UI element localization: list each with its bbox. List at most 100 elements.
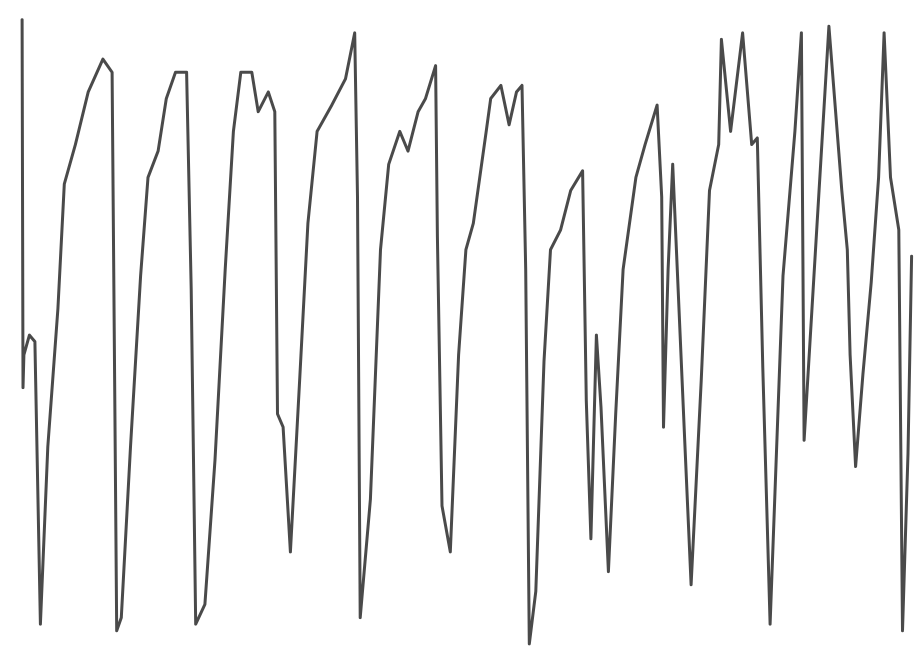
data-point (854, 465, 857, 468)
data-point (282, 426, 284, 428)
data-point (762, 367, 764, 369)
data-point (600, 406, 602, 409)
data-point (656, 104, 658, 106)
data-point (129, 446, 132, 448)
data-point (614, 413, 617, 415)
data-point (750, 143, 753, 146)
data-point (521, 84, 523, 87)
data-point (111, 71, 113, 74)
data-point (508, 124, 510, 126)
data-point (500, 84, 502, 87)
data-point (28, 334, 31, 336)
data-point (883, 32, 885, 34)
data-point (756, 137, 759, 139)
series-layer (20, 18, 914, 646)
data-point (585, 400, 588, 402)
data-point (828, 25, 830, 28)
data-point (407, 150, 409, 152)
data-point (708, 189, 711, 192)
data-point (862, 373, 864, 376)
data-point (232, 130, 235, 133)
data-point (190, 288, 192, 290)
data-point (717, 143, 720, 146)
data-point (224, 268, 226, 271)
data-point (569, 189, 572, 192)
data-point (667, 268, 669, 271)
data-point (267, 91, 270, 93)
data-point (549, 248, 552, 251)
data-point (524, 268, 527, 271)
data-point (898, 229, 900, 231)
data-point (729, 130, 732, 133)
data-point (274, 110, 276, 113)
data-point (57, 308, 59, 310)
data-point (690, 583, 692, 586)
data-point (700, 380, 702, 382)
data-point (23, 354, 25, 356)
data-point (359, 616, 362, 619)
data-point (63, 183, 66, 185)
data-point (635, 176, 637, 179)
data-point (379, 248, 382, 251)
data-point (457, 354, 460, 356)
data-point (889, 176, 892, 179)
data-point (581, 170, 584, 172)
data-point (424, 97, 427, 100)
data-point (307, 222, 309, 225)
data-point (47, 446, 49, 448)
data-point (399, 130, 401, 133)
data-point (174, 71, 177, 74)
data-point (870, 281, 872, 284)
data-point (436, 235, 439, 238)
data-point (800, 32, 803, 34)
data-point (157, 150, 159, 152)
data-point (901, 629, 904, 632)
data-point (185, 71, 188, 74)
data-point (115, 629, 118, 632)
data-point (353, 32, 356, 34)
data-point (21, 18, 23, 21)
data-point (910, 255, 913, 257)
data-point (369, 498, 372, 501)
data-point (528, 643, 531, 645)
data-point (22, 386, 24, 389)
data-point (204, 603, 206, 606)
data-point (782, 275, 784, 277)
data-point (803, 439, 805, 442)
data-point (441, 505, 443, 507)
series-line-1 (20, 18, 914, 646)
data-point (214, 459, 216, 461)
data-point (251, 71, 253, 74)
data-point (331, 104, 333, 106)
data-point (671, 163, 674, 166)
data-point (257, 110, 260, 113)
data-point (535, 590, 537, 593)
data-point (356, 196, 359, 198)
data-point (543, 360, 545, 363)
data-point (595, 334, 598, 336)
data-point (877, 176, 880, 179)
data-point (316, 130, 318, 133)
data-point (644, 143, 646, 146)
data-point (449, 551, 452, 553)
data-point (147, 176, 149, 179)
data-point (417, 110, 419, 113)
data-point (662, 426, 665, 428)
data-point (102, 58, 104, 60)
data-point (165, 97, 168, 100)
data-point (846, 248, 849, 251)
data-point (720, 38, 723, 41)
data-point (387, 163, 390, 166)
data-point (741, 32, 744, 34)
data-point (794, 130, 796, 133)
data-point (465, 248, 467, 251)
data-point (489, 97, 492, 100)
data-point (120, 616, 123, 619)
data-point (559, 229, 562, 231)
data-point (298, 380, 301, 382)
data-point (434, 64, 437, 67)
data-point (34, 340, 36, 343)
data-point (87, 91, 89, 93)
